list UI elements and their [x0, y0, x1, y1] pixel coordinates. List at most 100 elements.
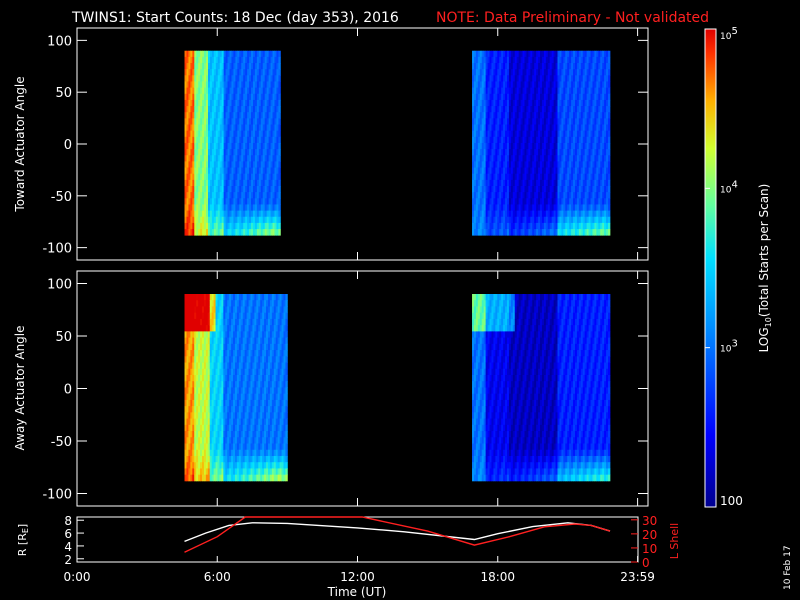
toward-heatmap-cell — [522, 229, 525, 236]
toward-heatmap-cell — [198, 130, 201, 138]
toward-heatmap-cell — [258, 81, 262, 89]
toward-heatmap-cell — [561, 81, 564, 89]
away-heatmap-cell — [205, 318, 209, 326]
toward-heatmap-cell — [190, 87, 193, 95]
toward-heatmap-cell — [501, 93, 504, 101]
toward-heatmap-cell — [260, 93, 264, 101]
toward-heatmap-cell — [258, 198, 262, 205]
toward-heatmap-cell — [565, 69, 568, 76]
toward-heatmap-cell — [588, 167, 591, 175]
toward-heatmap-cell — [239, 93, 242, 101]
away-heatmap-cell — [223, 331, 226, 339]
toward-heatmap-cell — [576, 179, 580, 187]
toward-heatmap-cell — [563, 81, 566, 89]
away-heatmap-cell — [211, 468, 215, 476]
toward-heatmap-cell — [231, 192, 234, 199]
toward-heatmap-cell — [198, 210, 201, 218]
toward-heatmap-cell — [573, 186, 576, 193]
toward-heatmap-cell — [588, 229, 591, 236]
away-heatmap-cell — [203, 468, 207, 476]
toward-heatmap-cell — [541, 93, 545, 101]
away-heatmap-cell — [227, 424, 230, 432]
toward-heatmap-cell — [270, 149, 273, 156]
away-heatmap-cell — [238, 412, 242, 419]
away-heatmap-cell — [205, 418, 209, 426]
toward-heatmap-cell — [229, 155, 232, 162]
toward-heatmap-cell — [208, 186, 211, 193]
toward-heatmap-cell — [526, 142, 529, 150]
toward-heatmap-cell — [532, 56, 535, 64]
toward-heatmap-cell — [188, 161, 191, 168]
toward-heatmap-cell — [215, 63, 219, 70]
toward-heatmap-cell — [516, 142, 520, 150]
toward-heatmap-cell — [555, 130, 558, 138]
toward-heatmap-cell — [483, 87, 487, 95]
toward-heatmap-cell — [477, 63, 481, 70]
toward-heatmap-cell — [233, 75, 236, 82]
toward-heatmap-cell — [518, 229, 521, 236]
toward-heatmap-cell — [545, 75, 549, 82]
toward-heatmap-cell — [608, 50, 611, 58]
toward-heatmap-cell — [184, 204, 187, 211]
toward-heatmap-cell — [485, 112, 488, 119]
away-heatmap-cell — [256, 350, 259, 357]
toward-heatmap-cell — [576, 81, 580, 89]
toward-heatmap-cell — [600, 155, 603, 162]
away-heatmap-cell — [192, 362, 195, 370]
toward-heatmap-cell — [219, 130, 223, 138]
away-heatmap-cell — [248, 374, 251, 382]
toward-heatmap-cell — [472, 81, 475, 89]
toward-heatmap-cell — [600, 50, 603, 58]
away-heatmap-cell — [219, 337, 222, 345]
away-heatmap-cell — [236, 350, 240, 357]
away-heatmap-cell — [262, 362, 265, 370]
away-heatmap-cell — [190, 325, 193, 332]
away-heatmap-cell — [219, 431, 222, 438]
toward-heatmap-cell — [262, 222, 266, 230]
toward-heatmap-cell — [247, 192, 250, 199]
toward-heatmap-cell — [522, 124, 525, 132]
away-heatmap-cell — [184, 306, 187, 314]
toward-heatmap-cell — [219, 229, 223, 236]
toward-heatmap-cell — [229, 216, 232, 224]
toward-heatmap-cell — [204, 179, 207, 187]
toward-heatmap-cell — [563, 106, 566, 113]
toward-heatmap-cell — [541, 56, 545, 64]
toward-heatmap-cell — [565, 136, 568, 144]
away-heatmap-cell — [203, 294, 207, 301]
toward-heatmap-cell — [278, 63, 281, 70]
toward-heatmap-cell — [563, 186, 566, 193]
toward-heatmap-cell — [512, 216, 516, 224]
away-heatmap-cell — [201, 374, 205, 382]
toward-heatmap-cell — [262, 155, 266, 162]
toward-heatmap-cell — [532, 210, 535, 218]
away-heatmap-cell — [260, 437, 263, 444]
toward-heatmap-cell — [258, 87, 262, 95]
toward-heatmap-cell — [580, 149, 584, 156]
toward-heatmap-cell — [569, 136, 572, 144]
toward-heatmap-cell — [569, 81, 572, 89]
toward-heatmap-cell — [227, 87, 230, 95]
toward-heatmap-cell — [472, 155, 475, 162]
toward-heatmap-cell — [477, 167, 481, 175]
toward-heatmap-cell — [247, 75, 250, 82]
toward-heatmap-cell — [501, 229, 504, 236]
toward-heatmap-cell — [217, 99, 221, 107]
toward-heatmap-cell — [194, 118, 197, 125]
toward-heatmap-cell — [194, 186, 197, 193]
toward-heatmap-cell — [588, 75, 591, 82]
toward-heatmap-cell — [576, 87, 580, 95]
away-heatmap-cell — [266, 399, 269, 407]
toward-heatmap-cell — [270, 155, 273, 162]
toward-heatmap-cell — [241, 56, 244, 64]
toward-heatmap-cell — [245, 50, 248, 58]
toward-heatmap-cell — [264, 216, 268, 224]
toward-heatmap-cell — [200, 149, 203, 156]
away-heatmap-cell — [192, 393, 195, 401]
toward-heatmap-cell — [586, 130, 589, 138]
toward-heatmap-cell — [200, 99, 203, 107]
toward-heatmap-cell — [186, 222, 189, 230]
away-heatmap-cell — [198, 437, 201, 444]
toward-heatmap-cell — [221, 93, 225, 101]
toward-heatmap-cell — [507, 149, 510, 156]
